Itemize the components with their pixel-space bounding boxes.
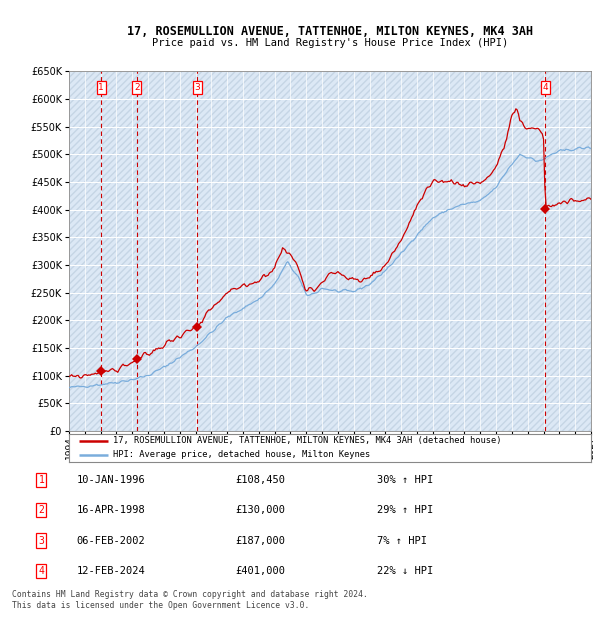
Text: Contains HM Land Registry data © Crown copyright and database right 2024.: Contains HM Land Registry data © Crown c…: [12, 590, 368, 600]
Text: 7% ↑ HPI: 7% ↑ HPI: [377, 536, 427, 546]
Text: 4: 4: [542, 83, 548, 92]
Text: 2: 2: [134, 83, 140, 92]
Text: 4: 4: [38, 566, 44, 576]
Text: 06-FEB-2002: 06-FEB-2002: [77, 536, 145, 546]
Text: 1: 1: [38, 475, 44, 485]
Text: £187,000: £187,000: [235, 536, 286, 546]
Text: Price paid vs. HM Land Registry's House Price Index (HPI): Price paid vs. HM Land Registry's House …: [152, 38, 508, 48]
Text: 30% ↑ HPI: 30% ↑ HPI: [377, 475, 433, 485]
Text: £130,000: £130,000: [235, 505, 286, 515]
Text: 2: 2: [38, 505, 44, 515]
Text: 10-JAN-1996: 10-JAN-1996: [77, 475, 145, 485]
Text: 3: 3: [194, 83, 200, 92]
Text: 17, ROSEMULLION AVENUE, TATTENHOE, MILTON KEYNES, MK4 3AH: 17, ROSEMULLION AVENUE, TATTENHOE, MILTO…: [127, 25, 533, 38]
Text: 29% ↑ HPI: 29% ↑ HPI: [377, 505, 433, 515]
Text: £401,000: £401,000: [235, 566, 286, 576]
Text: £108,450: £108,450: [235, 475, 286, 485]
Text: This data is licensed under the Open Government Licence v3.0.: This data is licensed under the Open Gov…: [12, 601, 310, 611]
Text: 16-APR-1998: 16-APR-1998: [77, 505, 145, 515]
Text: 1: 1: [98, 83, 104, 92]
Text: 3: 3: [38, 536, 44, 546]
Text: 22% ↓ HPI: 22% ↓ HPI: [377, 566, 433, 576]
Text: 12-FEB-2024: 12-FEB-2024: [77, 566, 145, 576]
Text: 17, ROSEMULLION AVENUE, TATTENHOE, MILTON KEYNES, MK4 3AH (detached house): 17, ROSEMULLION AVENUE, TATTENHOE, MILTO…: [113, 436, 502, 446]
Text: HPI: Average price, detached house, Milton Keynes: HPI: Average price, detached house, Milt…: [113, 450, 371, 459]
